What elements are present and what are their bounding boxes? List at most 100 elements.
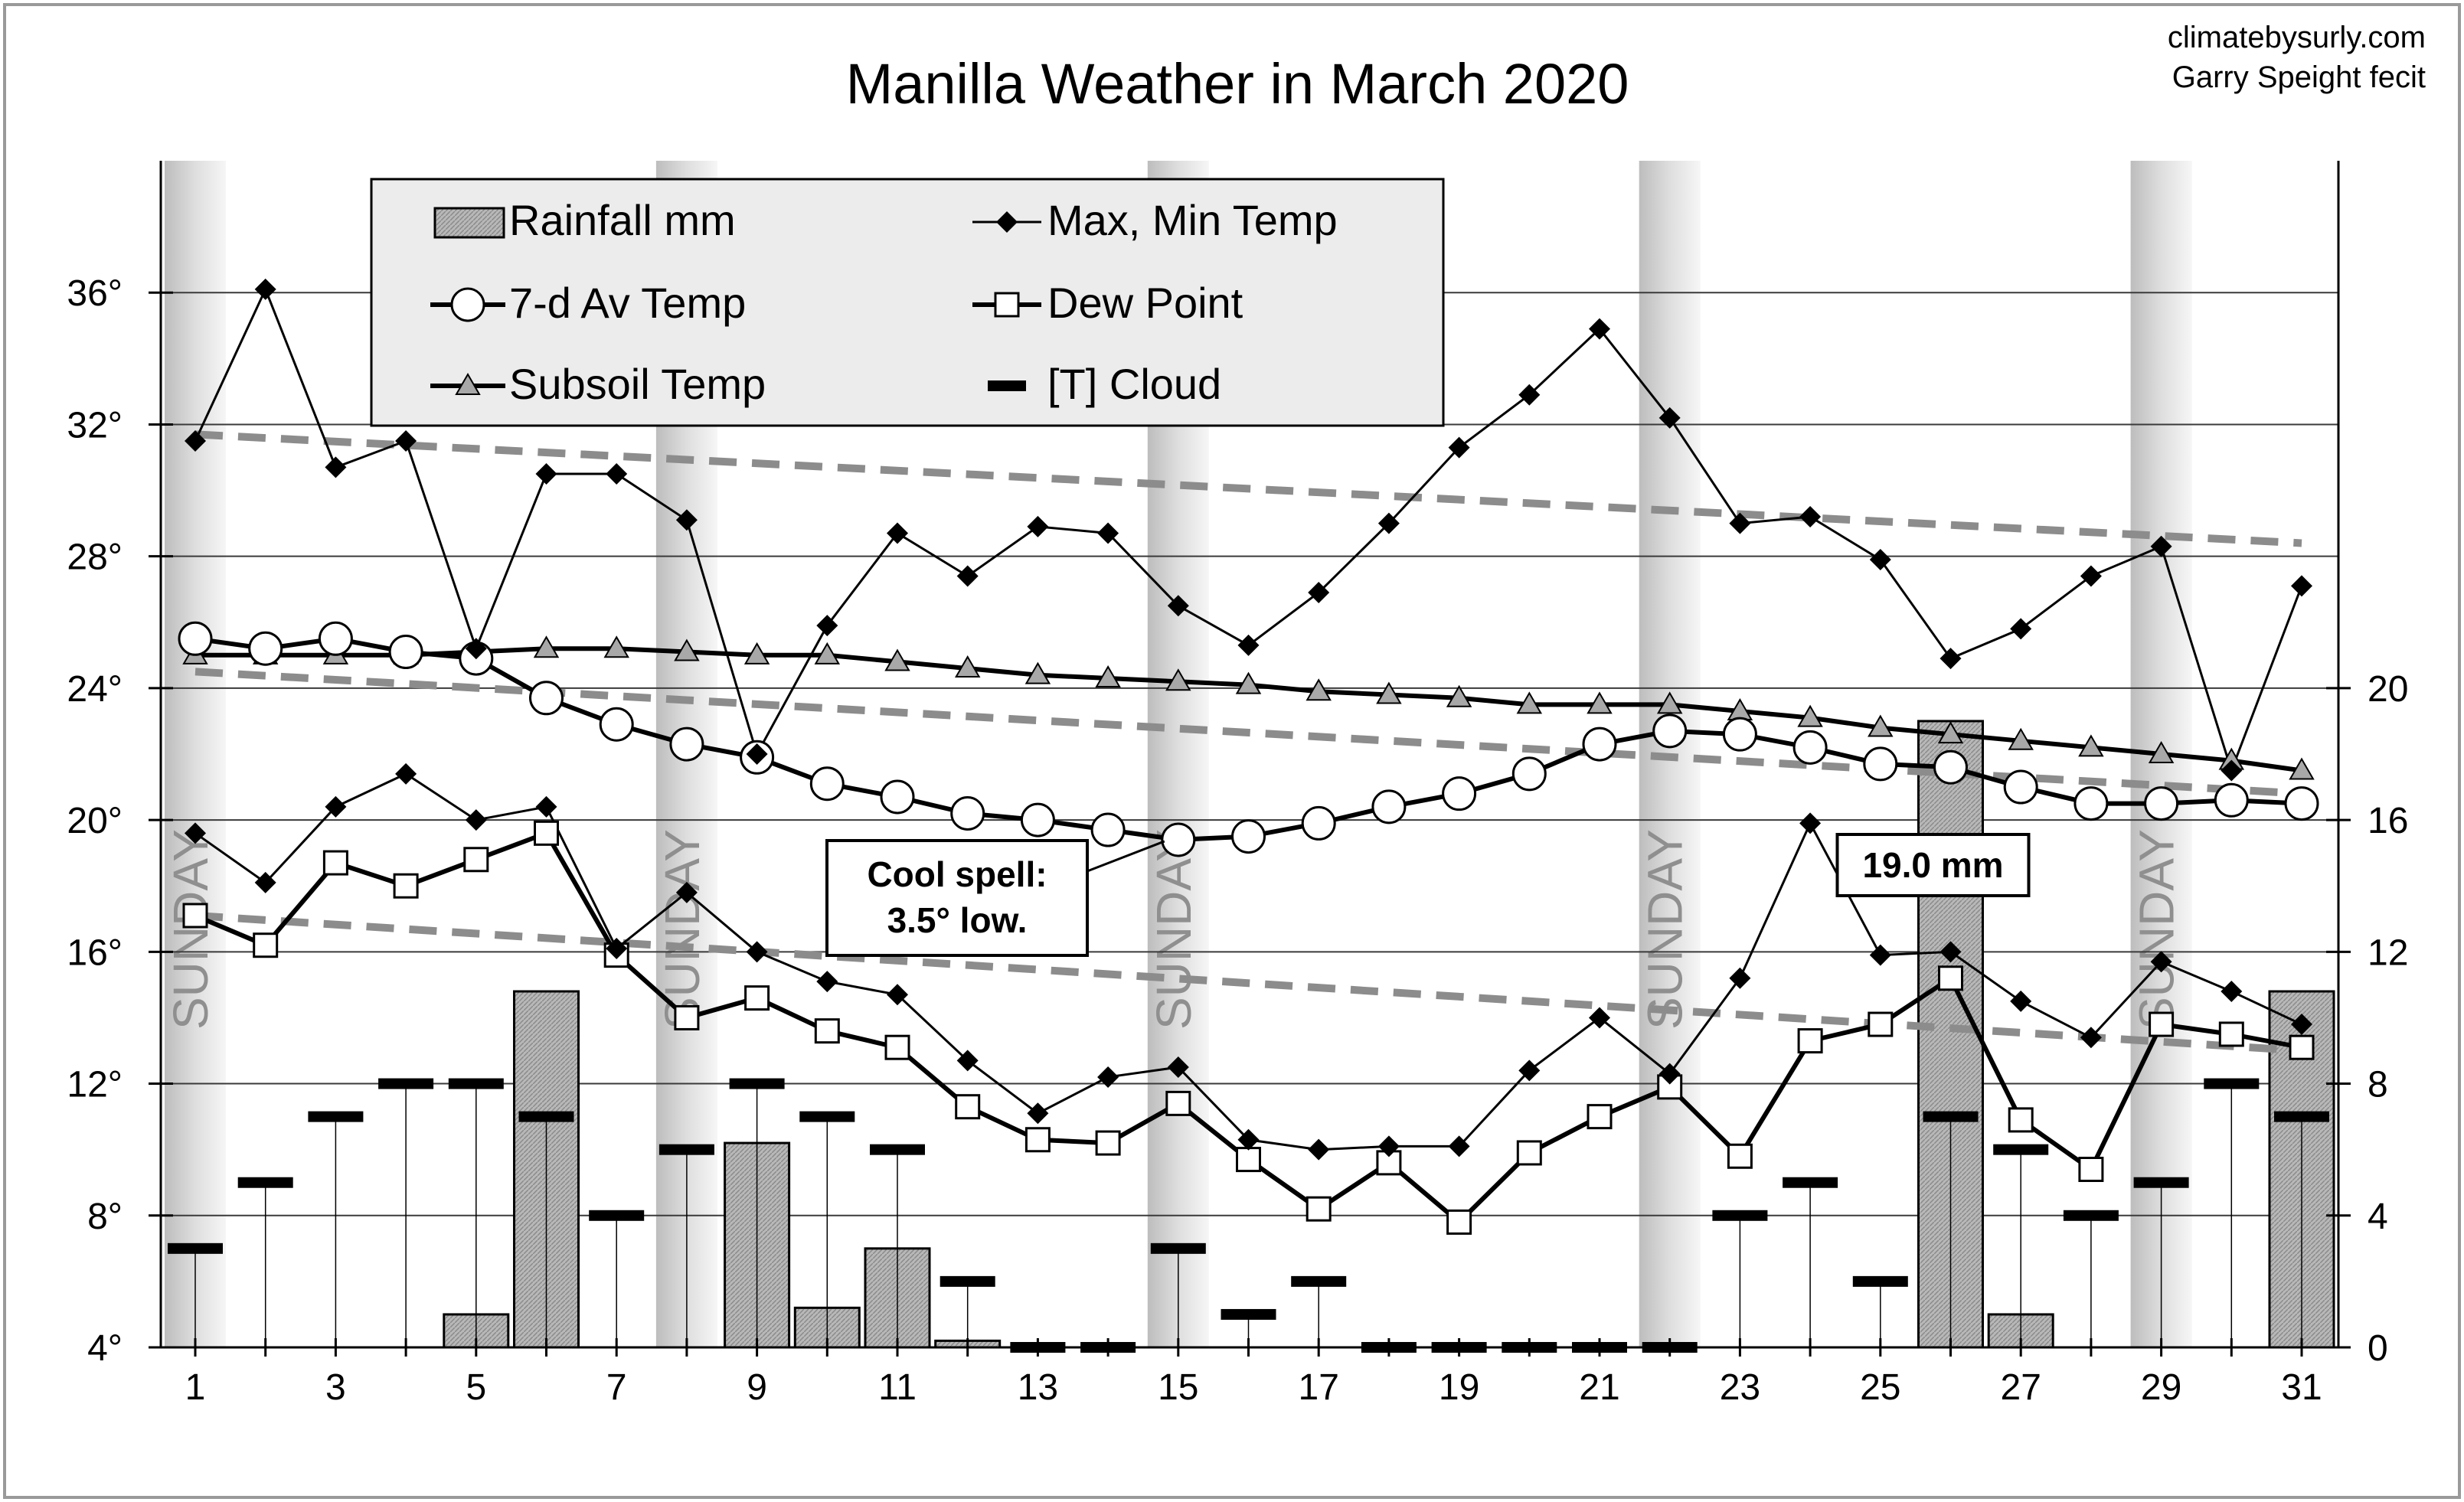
cloud-mark [940, 1275, 995, 1287]
avg-temp-point [1231, 819, 1266, 854]
avg-temp-point [809, 766, 845, 802]
avg-temp-point [669, 727, 704, 762]
x-tick-label: 31 [2281, 1367, 2322, 1408]
x-tick-label: 19 [1439, 1367, 1479, 1408]
legend-label: Rainfall mm [509, 196, 736, 244]
dew-point-point [1236, 1147, 1261, 1173]
max-temp-point [2010, 618, 2032, 640]
credit-site: climatebysurly.com [2168, 21, 2426, 54]
avg-temp-point [2003, 769, 2038, 805]
dew-point-point [1165, 1090, 1191, 1116]
left-tick-label: 16° [67, 932, 123, 973]
legend-box [370, 178, 1445, 427]
avg-temp-point [529, 681, 564, 716]
max-temp-point [185, 429, 206, 452]
avg-temp-point [178, 621, 213, 656]
cloud-mark [799, 1111, 855, 1122]
sunday-label: SUNDAY [2129, 829, 2185, 1030]
avg-temp-point [1582, 727, 1617, 762]
dew-point-point [1095, 1130, 1121, 1156]
min-temp-point [746, 941, 768, 963]
min-temp-point [2080, 1027, 2102, 1049]
dew-point-point [674, 1004, 700, 1030]
dew-point-point [253, 932, 279, 958]
avg-temp-point [1090, 812, 1126, 847]
right-tick-label: 20 [2368, 669, 2408, 710]
subsoil-point [533, 635, 560, 658]
dew-point-point [1306, 1196, 1332, 1222]
dew-point-point [814, 1018, 840, 1044]
min-temp-point [1308, 1138, 1330, 1161]
min-temp-point [535, 795, 557, 818]
left-tick-label: 20° [67, 801, 123, 841]
min-temp-point [1940, 941, 1962, 963]
x-tick-label: 11 [878, 1367, 917, 1408]
dew-point-point [322, 850, 348, 876]
dew-point-point [2149, 1011, 2175, 1037]
subsoil-point [814, 642, 841, 664]
legend-cloud-marker [988, 380, 1026, 391]
right-tick-label: 12 [2368, 932, 2408, 973]
avg-temp-point [1020, 802, 1055, 838]
min-temp-point [1097, 1066, 1119, 1088]
dew-point-point [1868, 1011, 1894, 1037]
cloud-mark [448, 1078, 504, 1089]
min-temp-point [325, 795, 347, 818]
avg-temp-point [2214, 782, 2249, 818]
left-tick-label: 24° [67, 669, 123, 710]
legend-label: Subsoil Temp [509, 360, 766, 408]
subsoil-point [884, 648, 910, 671]
dew-point-point [1727, 1143, 1753, 1169]
max-temp-point [1658, 407, 1681, 429]
max-temp-point [606, 463, 628, 485]
trend-line [194, 911, 2302, 1055]
right-tick-label: 0 [2368, 1328, 2388, 1369]
legend-max-marker [996, 211, 1018, 233]
legend-label: Dew Point [1047, 279, 1243, 327]
cloud-mark [1993, 1144, 2049, 1155]
cloud-mark [1852, 1275, 1908, 1287]
subsoil-point [2078, 734, 2104, 757]
x-tick-label: 1 [185, 1367, 206, 1408]
avg-temp-point [880, 779, 915, 815]
min-temp-point [1729, 967, 1751, 989]
dew-point-point [1516, 1140, 1542, 1166]
dew-point-point [2008, 1107, 2034, 1133]
max-temp-point [1799, 506, 1822, 527]
min-temp-point [887, 984, 908, 1006]
max-temp-point [2291, 575, 2312, 597]
subsoil-point [1937, 721, 1964, 744]
avg-temp-point [2073, 786, 2109, 821]
annotation-pointer [1087, 840, 1165, 873]
avg-temp-point [2284, 786, 2319, 821]
legend-avg-marker [450, 287, 485, 322]
max-temp-point [535, 463, 557, 485]
cloud-mark [870, 1144, 925, 1155]
x-tick-label: 23 [1720, 1367, 1760, 1408]
x-tick-label: 7 [606, 1367, 627, 1408]
max-temp-point [816, 615, 838, 637]
min-temp-point [1237, 1128, 1260, 1151]
annotation-box [825, 839, 1089, 957]
min-temp-point [1658, 1063, 1681, 1085]
avg-temp-point [1792, 730, 1828, 765]
credit-author: Garry Speight fecit [2172, 60, 2426, 94]
max-temp-point [465, 638, 487, 660]
cloud-mark [308, 1111, 364, 1122]
left-tick-label: 28° [67, 537, 123, 578]
x-tick-label: 5 [466, 1367, 486, 1408]
max-temp-point [1448, 436, 1470, 459]
dew-point-point [1446, 1209, 1472, 1235]
dew-point-point [1938, 965, 1963, 991]
legend-label: Max, Min Temp [1047, 196, 1338, 244]
max-temp-point [1027, 515, 1049, 537]
subsoil-point [1376, 681, 1402, 704]
rain-label-box [1835, 833, 2031, 897]
sunday-label: SUNDAY [1146, 829, 1201, 1030]
min-temp-point [675, 881, 698, 903]
subsoil-point [1306, 678, 1332, 701]
subsoil-point [1656, 691, 1683, 714]
min-temp-point [816, 971, 838, 993]
